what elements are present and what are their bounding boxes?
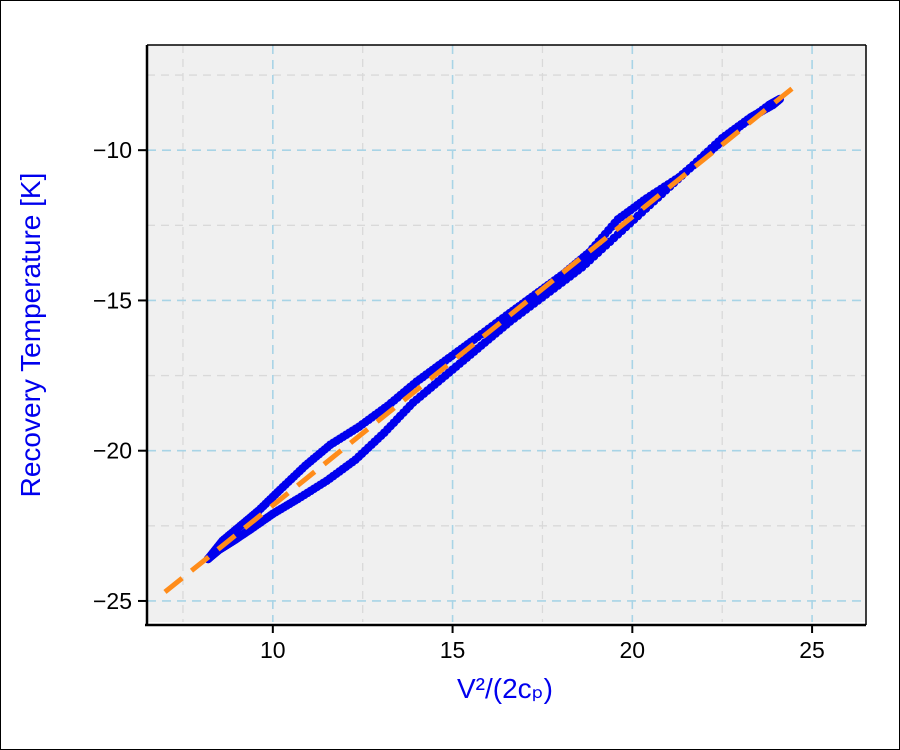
major-gridlines	[147, 45, 866, 622]
ticks: 10 15 20 25 −10 −15 −20 −25	[93, 137, 825, 663]
y-tick-label: −25	[93, 588, 132, 614]
y-tick-label: −20	[93, 438, 132, 464]
axes	[145, 44, 867, 627]
x-tick-label: 15	[440, 637, 466, 663]
y-tick-label: −10	[93, 137, 132, 163]
x-tick-label: 20	[620, 637, 646, 663]
x-tick-label: 10	[260, 637, 286, 663]
minor-gridlines	[147, 45, 866, 622]
y-tick-label: −15	[93, 287, 132, 313]
x-axis-label: V²/(2cₚ)	[457, 673, 553, 704]
x-tick-label: 25	[799, 637, 825, 663]
plot-area	[147, 45, 866, 622]
y-axis-label: Recovery Temperature [K]	[15, 173, 46, 498]
